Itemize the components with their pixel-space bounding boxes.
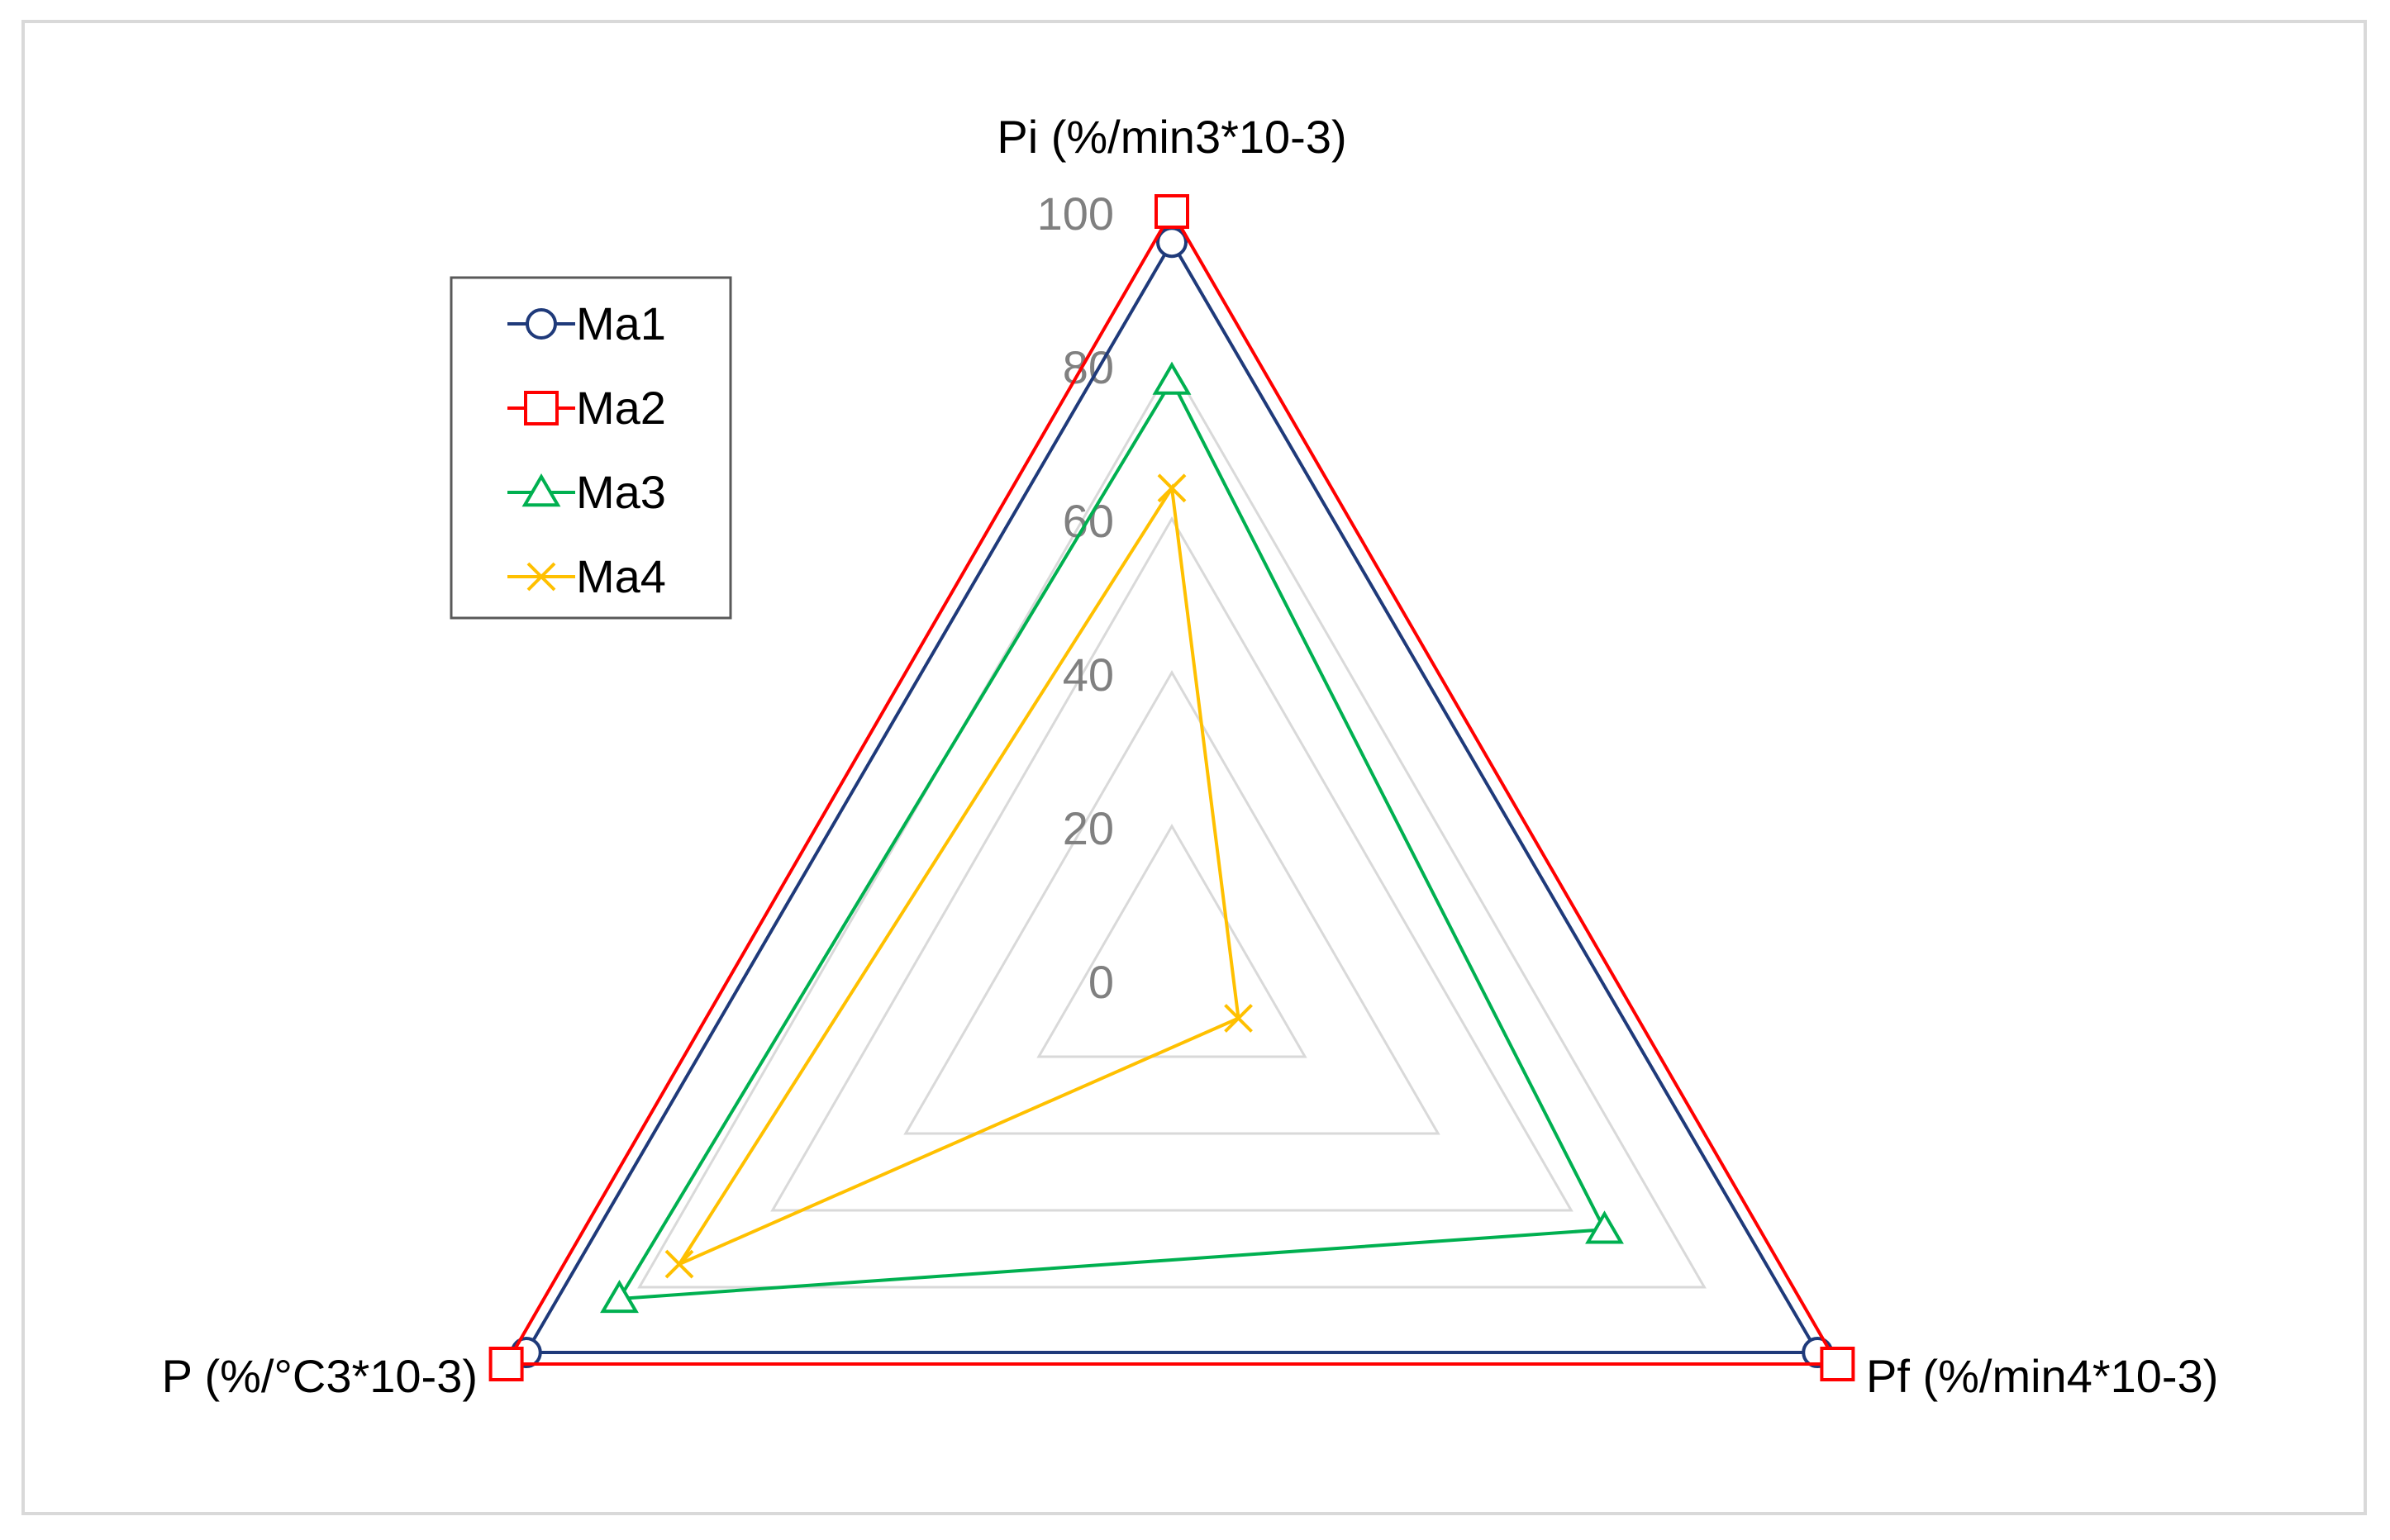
legend-label-ma1: Ma1 (576, 297, 666, 349)
legend-sample-ma2 (507, 391, 575, 425)
legend-sample-ma4 (507, 562, 575, 592)
legend-marker-ma3 (521, 473, 561, 507)
data-point-ma4-1 (1224, 1004, 1253, 1033)
data-point-ma3-1 (1585, 1210, 1624, 1244)
legend-sample-ma3 (507, 473, 575, 507)
data-point-ma4-2 (664, 1249, 694, 1279)
data-point-ma2-1 (1820, 1347, 1855, 1381)
series-ma2 (488, 194, 1855, 1381)
data-point-ma2-0 (1155, 194, 1189, 229)
legend-items (507, 308, 575, 592)
series-layer (488, 194, 1855, 1381)
tick-label-40: 40 (1063, 649, 1114, 701)
axis-title-p: P (%/°C3*10-3) (162, 1350, 478, 1402)
series-ma4 (664, 473, 1253, 1279)
data-point-ma3-0 (1152, 361, 1192, 395)
legend-label-ma4: Ma4 (576, 550, 666, 602)
series-line-ma4 (674, 483, 1240, 1268)
data-point-ma1-0 (1156, 226, 1188, 259)
legend-marker-ma1 (526, 308, 557, 340)
axis-title-layer: Pi (%/min3*10-3) Pf (%/min4*10-3) P (%/°… (162, 111, 2219, 1402)
gridline-ring-40 (903, 670, 1440, 1135)
chart-frame (21, 20, 2367, 1515)
data-point-ma3-2 (600, 1279, 639, 1314)
axis-title-pi: Pi (%/min3*10-3) (997, 111, 1346, 163)
legend-sample-ma1 (507, 308, 575, 340)
grid-layer (637, 363, 1707, 1289)
legend-label-ma3: Ma3 (576, 466, 666, 518)
legend-box (450, 276, 732, 620)
series-ma3 (600, 361, 1624, 1314)
tick-label-layer: 0 20 40 60 80 100 (1037, 188, 1114, 1008)
gridline-ring-20 (1036, 823, 1307, 1058)
tick-label-20: 20 (1063, 802, 1114, 854)
legend: Ma1 Ma2 Ma3 Ma4 (450, 276, 732, 620)
axis-title-pf: Pf (%/min4*10-3) (1866, 1350, 2218, 1402)
tick-label-100: 100 (1037, 188, 1114, 240)
series-line-ma2 (503, 207, 1840, 1366)
legend-marker-ma4 (526, 562, 556, 592)
legend-marker-ma2 (524, 391, 559, 425)
gridline-ring-60 (770, 516, 1573, 1212)
data-point-ma4-0 (1157, 473, 1187, 503)
data-point-ma2-2 (488, 1347, 524, 1381)
series-line-ma1 (523, 239, 1821, 1355)
series-line-ma3 (616, 377, 1607, 1301)
legend-label-ma2: Ma2 (576, 382, 666, 434)
tick-label-0: 0 (1088, 956, 1114, 1008)
